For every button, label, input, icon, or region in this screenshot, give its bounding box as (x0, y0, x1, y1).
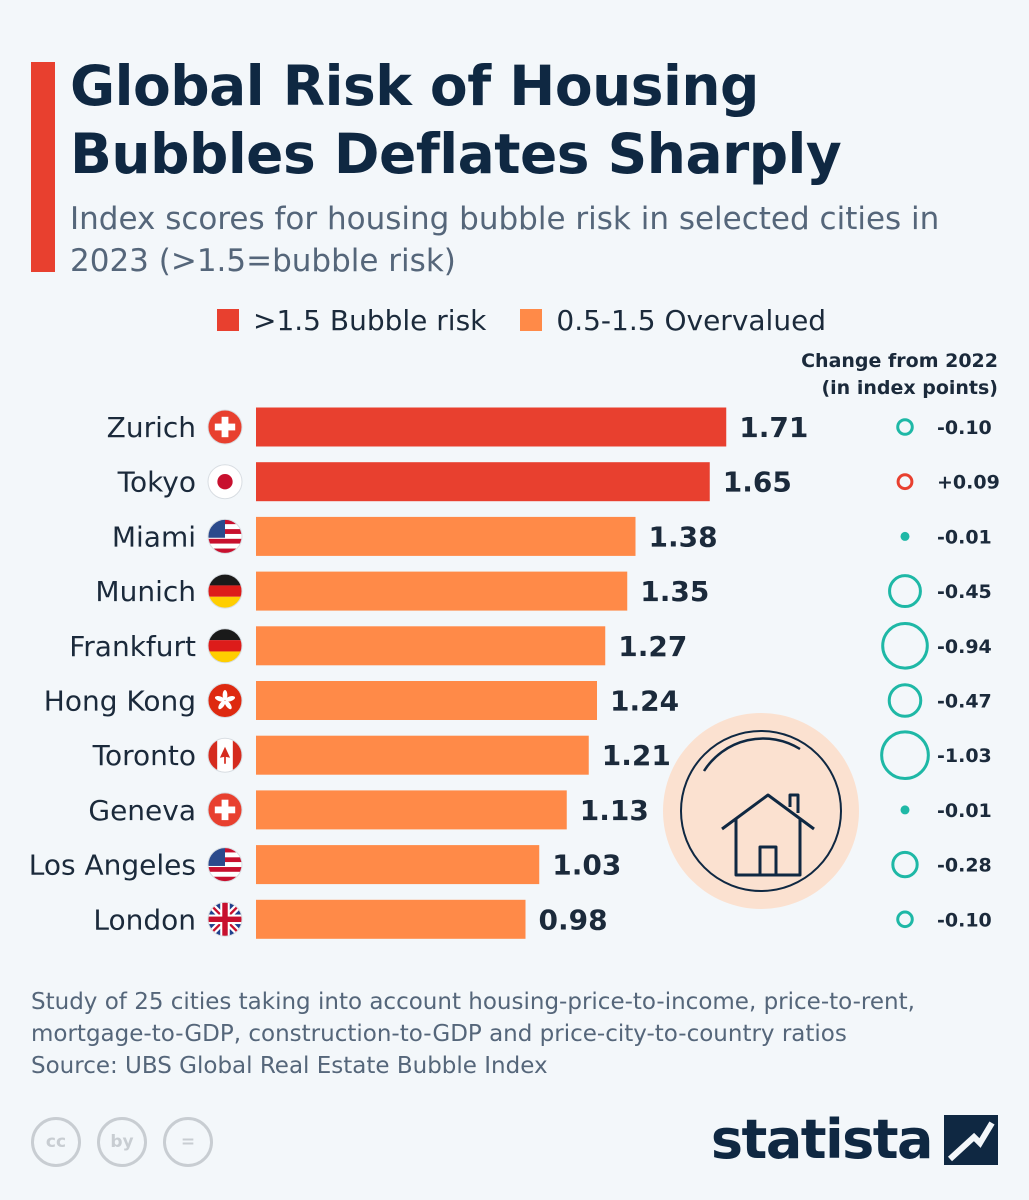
change-circle-london (896, 910, 914, 929)
category-label-geneva: Geneva (88, 794, 196, 827)
value-label-miami: 1.38 (649, 520, 718, 553)
category-label-hong-kong: Hong Kong (44, 685, 196, 718)
house-icon (721, 793, 815, 877)
usa-flag-icon (207, 847, 243, 883)
category-label-frankfurt: Frankfurt (69, 630, 196, 663)
value-label-geneva: 1.13 (580, 794, 649, 827)
change-label-zurich: -0.10 (937, 417, 992, 439)
footnote: Study of 25 cities taking into account h… (31, 989, 915, 1047)
change-header-line1: Change from 2022 (801, 350, 998, 372)
chart-subtitle: Index scores for housing bubble risk in … (70, 201, 940, 279)
change-column-header: Change from 2022 (in index points) (801, 348, 998, 402)
legend: >1.5 Bubble risk 0.5-1.5 Overvalued (217, 302, 860, 338)
value-label-toronto: 1.21 (602, 739, 671, 772)
switzerland-flag-icon (207, 409, 243, 445)
bar-tokyo (256, 462, 710, 502)
category-label-zurich: Zurich (107, 411, 196, 444)
bar-chart: Zurich 1.71 -0.10 Tokyo 1.65 +0.09 Miami 1.38 -0… (29, 407, 1000, 939)
category-label-munich: Munich (95, 575, 196, 608)
change-header-line2: (in index points) (821, 377, 998, 399)
license-icons: cc by = (31, 1117, 229, 1167)
change-circle-toronto (880, 730, 930, 781)
switzerland-flag-icon (207, 792, 243, 828)
category-label-tokyo: Tokyo (117, 466, 196, 499)
change-circle-frankfurt (881, 622, 929, 670)
bar-zurich (256, 407, 727, 447)
house-illustration (663, 713, 859, 909)
change-circle-miami (900, 531, 910, 541)
change-label-hong-kong: -0.47 (937, 691, 992, 713)
statista-logo-icon (944, 1114, 998, 1165)
bar-hong-kong (256, 681, 597, 720)
change-circle-munich (888, 574, 922, 609)
bar-los-angeles (256, 845, 540, 885)
canada-flag-icon (207, 737, 243, 773)
bar-toronto (256, 735, 589, 775)
legend-swatch-bubble-risk (217, 309, 239, 331)
change-label-geneva: -0.01 (937, 800, 992, 822)
change-label-munich: -0.45 (937, 581, 992, 603)
legend-item-bubble-risk: >1.5 Bubble risk (217, 304, 486, 337)
value-label-frankfurt: 1.27 (618, 630, 687, 663)
bar-geneva (256, 790, 567, 830)
legend-label-overvalued: 0.5-1.5 Overvalued (556, 303, 827, 337)
value-label-hong-kong: 1.24 (610, 685, 679, 718)
value-label-munich: 1.35 (640, 575, 709, 608)
category-label-los-angeles: Los Angeles (29, 849, 196, 882)
change-circle-tokyo (896, 473, 914, 491)
bar-miami (256, 516, 636, 556)
bar-london (256, 899, 526, 939)
chart-title: Global Risk of Housing Bubbles Deflates … (70, 54, 842, 186)
legend-label-bubble-risk: >1.5 Bubble risk (253, 303, 487, 337)
change-label-miami: -0.01 (937, 526, 992, 548)
attribution-icon[interactable]: by (97, 1117, 147, 1167)
no-derivatives-icon[interactable]: = (163, 1117, 213, 1167)
change-circle-hong-kong (887, 683, 923, 718)
value-label-zurich: 1.71 (739, 411, 808, 444)
change-circle-zurich (896, 418, 914, 436)
legend-item-overvalued: 0.5-1.5 Overvalued (520, 304, 826, 337)
category-label-toronto: Toronto (92, 739, 196, 772)
germany-flag-icon (207, 573, 243, 609)
japan-flag-icon (207, 464, 243, 500)
category-label-london: London (93, 903, 196, 936)
statista-logo-text: statista (710, 1108, 934, 1171)
cc-icon[interactable]: cc (31, 1117, 81, 1167)
change-circle-los-angeles (891, 850, 919, 879)
house-ring (680, 730, 842, 892)
value-label-tokyo: 1.65 (723, 466, 792, 499)
source-line: Source: UBS Global Real Estate Bubble In… (31, 1053, 548, 1079)
legend-swatch-overvalued (520, 309, 543, 331)
bar-munich (256, 571, 628, 611)
uk-flag-icon (207, 901, 243, 937)
change-label-tokyo: +0.09 (937, 472, 1000, 494)
change-label-toronto: -1.03 (937, 745, 992, 767)
change-circle-geneva (900, 805, 910, 815)
house-ring-arc (702, 737, 801, 772)
category-label-miami: Miami (112, 520, 196, 553)
value-label-los-angeles: 1.03 (552, 849, 621, 882)
change-label-los-angeles: -0.28 (937, 855, 992, 877)
hong-kong-flag-icon (207, 683, 243, 718)
germany-flag-icon (207, 628, 243, 664)
change-label-frankfurt: -0.94 (937, 636, 992, 658)
statista-brand[interactable]: statista (711, 1108, 998, 1171)
usa-flag-icon (207, 518, 243, 554)
value-label-london: 0.98 (539, 903, 608, 936)
change-label-london: -0.10 (937, 909, 992, 931)
bar-frankfurt (256, 626, 606, 666)
title-accent-bar (31, 62, 55, 272)
house-bg-circle (663, 713, 859, 909)
